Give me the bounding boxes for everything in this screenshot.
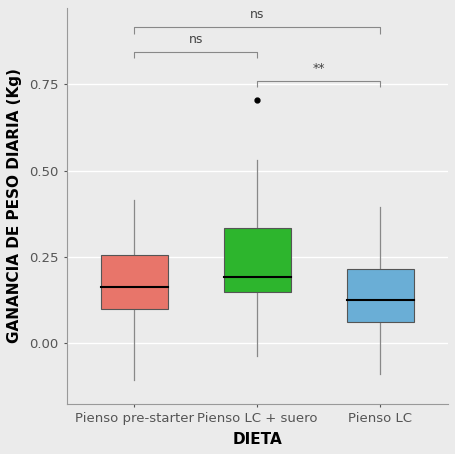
Text: **: ** [313, 62, 325, 75]
Y-axis label: GANANCIA DE PESO DIARIA (Kg): GANANCIA DE PESO DIARIA (Kg) [7, 69, 22, 344]
Bar [101, 255, 168, 309]
Bar [347, 269, 414, 321]
Text: ns: ns [250, 9, 264, 21]
Text: ns: ns [189, 33, 203, 46]
X-axis label: DIETA: DIETA [233, 432, 282, 447]
Bar [223, 227, 291, 291]
